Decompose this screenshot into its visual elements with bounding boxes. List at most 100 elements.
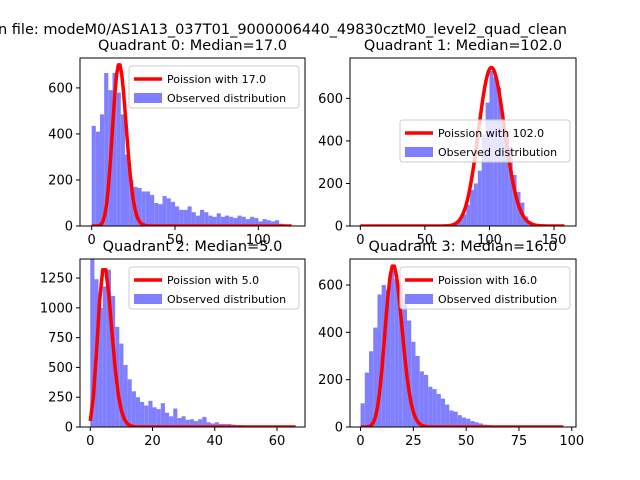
observed-bar (208, 215, 213, 226)
observed-bar (148, 400, 153, 427)
observed-bar (390, 270, 395, 427)
observed-bar (152, 407, 157, 427)
observed-bar (364, 372, 370, 427)
observed-bar (129, 179, 134, 226)
observed-bar (141, 191, 146, 226)
observed-bar (150, 194, 155, 226)
observed-bar (398, 285, 403, 427)
quadrant-0-plot: 0 50 100 0 200 400 600 Quadrant 0: Median=17.0 P… (48, 38, 306, 248)
observed-bar (233, 217, 238, 226)
observed-bar (95, 131, 100, 226)
observed-bar (91, 125, 96, 226)
legend-entry-poisson: Poission with 17.0 (167, 73, 266, 86)
observed-bar (241, 216, 246, 226)
observed-bar (181, 416, 186, 427)
observed-bar (385, 289, 391, 427)
y-tick-label: 0 (335, 220, 343, 235)
observed-bar (119, 343, 124, 427)
observed-bar (266, 220, 271, 226)
y-tick-label: 600 (318, 279, 343, 294)
observed-bar (407, 320, 412, 427)
y-tick-label: 400 (318, 134, 343, 149)
observed-bar (204, 212, 209, 226)
quadrant-1-plot: 0 50 100 150 0 200 400 600 Quadrant 1: Median=10… (318, 38, 577, 248)
legend-patch-swatch (134, 93, 162, 103)
observed-bar (225, 215, 230, 226)
observed-bar (369, 351, 374, 427)
observed-bar (457, 415, 462, 427)
observed-bar (501, 119, 505, 226)
legend-box (128, 266, 300, 310)
observed-bar (198, 419, 203, 427)
observed-bar (179, 209, 184, 226)
y-tick-label: 0 (335, 421, 343, 436)
observed-bar (116, 92, 121, 226)
observed-bar (156, 409, 161, 427)
observed-bar (504, 132, 509, 226)
quadrant-1-title: Quadrant 1: Median=102.0 (364, 38, 562, 54)
observed-bar (100, 114, 105, 226)
observed-bar (237, 215, 242, 226)
observed-bar (177, 418, 182, 427)
observed-bar (423, 374, 429, 427)
x-tick-label: 75 (511, 434, 528, 449)
x-tick-label: 100 (477, 233, 502, 248)
observed-bar (166, 198, 171, 226)
legend: Poission with 17.0 Observed distribution (128, 65, 300, 109)
observed-bar (164, 412, 170, 427)
observed-bar (175, 206, 180, 226)
observed-bar (216, 213, 221, 226)
observed-bar (189, 419, 194, 427)
observed-bar (160, 403, 165, 427)
observed-bar (195, 215, 200, 226)
y-tick-label: 200 (48, 173, 73, 188)
observed-bar (200, 209, 205, 226)
observed-bar (449, 410, 454, 427)
y-tick-label: 200 (318, 177, 343, 192)
quadrant-2-title: Quadrant 2: Median=5.0 (103, 239, 283, 255)
y-tick-label: 200 (318, 373, 343, 388)
observed-bar (436, 393, 441, 427)
observed-bar (135, 397, 141, 427)
quadrant-3-plot: 0 25 50 75 100 0 200 400 600 Quadrant 3: Median=1… (318, 239, 584, 449)
observed-bar (485, 102, 490, 226)
legend-patch-swatch (405, 294, 433, 304)
observed-bar (258, 221, 263, 226)
observed-bar (185, 419, 190, 427)
observed-bar (123, 365, 128, 427)
observed-bar (508, 147, 513, 226)
y-tick-label: 0 (65, 421, 73, 436)
observed-bar (183, 209, 188, 226)
legend-box (399, 266, 571, 310)
observed-bar (270, 221, 275, 226)
figure-suptitle: n file: modeM0/AS1A13_037T01_9000006440_… (0, 22, 567, 38)
observed-bar (173, 408, 178, 427)
observed-bar (470, 189, 474, 226)
axes-frame (79, 57, 306, 227)
observed-bar (104, 72, 109, 226)
observed-bar (461, 417, 467, 427)
observed-bar (127, 379, 132, 427)
observed-bar (112, 72, 117, 226)
observed-bar (458, 219, 463, 226)
y-tick-label: 250 (48, 391, 73, 406)
axes-frame (349, 258, 577, 428)
observed-bar (428, 386, 433, 427)
observed-bar (466, 204, 471, 226)
x-tick-label: 100 (559, 434, 584, 449)
observed-bar (187, 206, 192, 226)
x-tick-label: 0 (88, 233, 96, 248)
poisson-curve (359, 65, 565, 226)
observed-bar (445, 404, 450, 427)
observed-bar (193, 421, 199, 427)
legend-entry-poisson: Poission with 16.0 (438, 274, 537, 287)
y-tick-label: 1000 (40, 301, 73, 316)
observed-bar (474, 422, 479, 427)
legend: Poission with 5.0 Observed distribution (128, 266, 300, 310)
observed-bar (360, 403, 365, 427)
x-tick-label: 60 (269, 434, 286, 449)
observed-bar (158, 204, 163, 226)
observed-bar (512, 174, 517, 226)
observed-bar (125, 154, 130, 226)
